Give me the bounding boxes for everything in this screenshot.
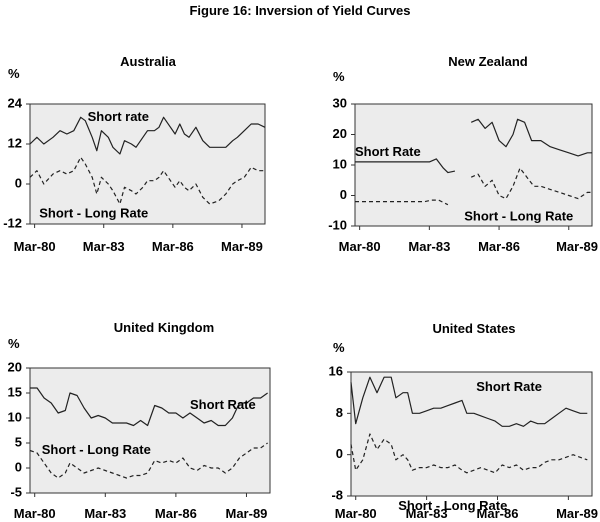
- united-kingdom-y-tick-label: 10: [8, 409, 22, 424]
- united-states-series-short-rate-line-0: [350, 376, 588, 427]
- new-zealand-series-short-rate-line-0: [355, 158, 456, 174]
- new-zealand-series-short-rate-line-1: [470, 118, 592, 157]
- australia-annotation-1: Short - Long Rate: [39, 205, 148, 220]
- united-states-y-tick-label: 0: [336, 446, 343, 461]
- new-zealand-chart-title: New Zealand: [448, 54, 528, 69]
- united-states-chart-title: United States: [432, 321, 515, 336]
- new-zealand-x-tick-label: Mar-83: [408, 239, 450, 254]
- new-zealand-annotation-0: Short Rate: [355, 144, 421, 159]
- united-kingdom-x-tick-label: Mar-80: [14, 506, 56, 521]
- australia-x-tick-label: Mar-83: [83, 239, 125, 254]
- australia-series-spread-line-1: [29, 156, 265, 205]
- new-zealand-y-tick-label: 10: [333, 156, 347, 171]
- united-kingdom-x-tick-label: Mar-83: [84, 506, 126, 521]
- australia-annotation-0: Short rate: [88, 109, 149, 124]
- united-kingdom-x-tick-label: Mar-86: [155, 506, 197, 521]
- new-zealand-y-tick-label: -10: [328, 217, 347, 232]
- united-kingdom-annotation-0: Short Rate: [190, 397, 256, 412]
- australia-y-unit-label: %: [8, 66, 20, 81]
- new-zealand-x-tick-label: Mar-89: [556, 239, 598, 254]
- united-kingdom-y-tick-label: -5: [10, 484, 22, 499]
- united-states-y-tick-label: -8: [331, 487, 343, 502]
- united-states-series-spread-line-1: [350, 433, 588, 474]
- united-kingdom-series-short-rate-line-0: [30, 387, 268, 427]
- new-zealand-y-tick-label: 20: [333, 126, 347, 141]
- new-zealand-x-tick-label: Mar-80: [339, 239, 381, 254]
- united-states-x-tick-label: Mar-80: [335, 506, 377, 521]
- united-states-x-tick-label: Mar-83: [406, 506, 448, 521]
- united-states-annotation-0: Short Rate: [476, 379, 542, 394]
- united-kingdom-annotation-1: Short - Long Rate: [42, 442, 151, 457]
- united-states-x-tick-label: Mar-89: [556, 506, 598, 521]
- united-states-x-tick-label: Mar-86: [477, 506, 519, 521]
- united-states-plot-area: [350, 371, 593, 497]
- new-zealand-y-unit-label: %: [333, 69, 345, 84]
- united-states-annotation-1: Short - Long Rate: [398, 498, 507, 513]
- australia-x-tick-label: Mar-80: [14, 239, 56, 254]
- australia-y-tick-label: 24: [8, 95, 23, 110]
- united-kingdom-chart-title: United Kingdom: [114, 320, 214, 335]
- united-kingdom-x-tick-label: Mar-89: [226, 506, 268, 521]
- australia-x-tick-label: Mar-86: [152, 239, 194, 254]
- united-kingdom-y-tick-label: 0: [15, 459, 22, 474]
- united-kingdom-y-tick-label: 20: [8, 359, 22, 374]
- australia-series-short-rate-line-0: [29, 116, 266, 155]
- united-kingdom-y-tick-label: 15: [8, 384, 22, 399]
- united-kingdom-y-tick-label: 5: [15, 434, 22, 449]
- new-zealand-annotation-1: Short - Long Rate: [464, 208, 573, 223]
- united-kingdom-plot-area: [29, 367, 271, 494]
- new-zealand-y-tick-label: 0: [340, 187, 347, 202]
- australia-x-tick-label: Mar-89: [221, 239, 263, 254]
- united-states-y-tick-label: 8: [336, 405, 343, 420]
- united-kingdom-series-spread-line-1: [29, 442, 268, 479]
- new-zealand-y-tick-label: 30: [333, 95, 347, 110]
- figure-title: Figure 16: Inversion of Yield Curves: [189, 3, 411, 18]
- new-zealand-x-tick-label: Mar-86: [478, 239, 520, 254]
- united-states-y-unit-label: %: [333, 340, 345, 355]
- united-kingdom-y-unit-label: %: [8, 336, 20, 351]
- new-zealand-series-spread-line-2: [355, 199, 449, 206]
- united-states-y-tick-label: 16: [329, 363, 343, 378]
- australia-y-tick-label: -12: [3, 215, 22, 230]
- new-zealand-plot-area: [354, 103, 593, 227]
- australia-y-tick-label: 12: [8, 135, 22, 150]
- australia-y-tick-label: 0: [15, 175, 22, 190]
- australia-plot-area: [29, 103, 266, 225]
- new-zealand-series-spread-line-3: [470, 167, 592, 200]
- australia-chart-title: Australia: [120, 54, 176, 69]
